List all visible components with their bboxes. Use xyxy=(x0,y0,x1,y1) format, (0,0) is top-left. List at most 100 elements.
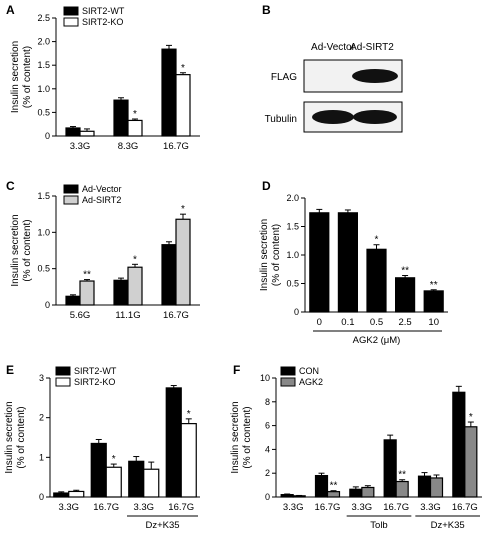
row-label-flag: FLAG xyxy=(271,72,297,83)
chart-e: 0 1 2 3 Insulin secretion(% of content) 3.3G *… xyxy=(4,366,200,531)
x-tick-label: 16.7G xyxy=(452,502,478,513)
y-axis-label-line: Insulin secretion xyxy=(259,219,270,291)
legend-swatch xyxy=(63,17,79,27)
row-label-tubulin: Tubulin xyxy=(265,114,297,125)
panel-letter-d: D xyxy=(262,179,271,193)
y-axis-label-line: (% of content) xyxy=(22,219,33,281)
y-tick-label: 4 xyxy=(265,444,270,454)
bar-e-sirt2-ko-2 xyxy=(143,468,160,498)
bar-c-ad-vector-0 xyxy=(65,295,81,306)
bar-a-sirt2-wt-2 xyxy=(161,48,177,137)
western-blot: Ad-Vector Ad-SIRT2 FLAG Tubulin xyxy=(265,42,403,133)
x-tick-label: 16.7G xyxy=(383,502,409,513)
y-tick-label: 0 xyxy=(45,131,50,141)
y-axis-label-line: (% of content) xyxy=(16,406,27,468)
y-axis-label-line: Insulin secretion xyxy=(4,401,15,473)
y-axis-label-line: (% of content) xyxy=(22,46,33,108)
bar-f-agk2-4 xyxy=(429,477,444,498)
bar-f-agk2-2 xyxy=(361,486,375,498)
bar-c-ad-sirt2-2 xyxy=(175,218,191,306)
bar-a-sirt2-wt-0 xyxy=(65,127,81,137)
y-tick-label: 1.5 xyxy=(286,222,299,232)
bar-d-value-4 xyxy=(423,290,444,313)
y-axis-label: Insulin secretion(% of content) xyxy=(10,214,33,286)
x-tick-label: 8.3G xyxy=(118,141,139,152)
band-tubulin-ad-sirt2 xyxy=(353,110,397,124)
bar-e-sirt2-wt-2 xyxy=(128,460,145,498)
x-tick-label: 16.7G xyxy=(163,310,189,321)
y-axis-label: Insulin secretion(% of content) xyxy=(10,41,33,113)
significance-mark: * xyxy=(133,254,137,265)
y-tick-label: 0 xyxy=(265,492,270,502)
significance-mark: ** xyxy=(430,280,438,291)
x-tick-label: 3.3G xyxy=(420,502,441,513)
chart-a: 0 0.5 1.0 1.5 2.0 2.5 Insulin secretion(% of c… xyxy=(10,6,200,152)
y-tick-label: 6 xyxy=(265,421,270,431)
bar-d-value-0 xyxy=(309,212,330,313)
x-tick-label: 16.7G xyxy=(93,502,119,513)
group-label: Dz+K35 xyxy=(431,520,465,531)
y-axis-label-line: (% of content) xyxy=(271,224,282,286)
x-tick-label: 16.7G xyxy=(315,502,341,513)
y-axis-label-line: Insulin secretion xyxy=(10,41,21,113)
bar-d-value-1 xyxy=(337,212,358,313)
panel-letter-c: C xyxy=(6,179,15,193)
bar-a-sirt2-wt-1 xyxy=(113,99,129,137)
legend-swatch xyxy=(63,6,79,16)
significance-mark: * xyxy=(112,454,116,465)
y-tick-label: 2.0 xyxy=(286,193,299,203)
bar-e-sirt2-wt-1 xyxy=(90,442,107,498)
x-tick-label: 0.5 xyxy=(370,317,383,328)
y-tick-label: 2 xyxy=(265,468,270,478)
bar-d-value-2 xyxy=(366,248,387,313)
y-axis-label-line: Insulin secretion xyxy=(230,401,241,473)
x-tick-label: 16.7G xyxy=(168,502,194,513)
x-tick-label: 3.3G xyxy=(58,502,79,513)
y-tick-label: 1.0 xyxy=(37,84,50,94)
group-label: Tolb xyxy=(370,520,387,531)
x-tick-label: 3.3G xyxy=(70,141,91,152)
chart-c: 0 0.5 1.0 1.5 Insulin secretion(% of content… xyxy=(10,184,200,321)
bar-f-agk2-0 xyxy=(292,495,306,498)
bar-e-sirt2-ko-3 xyxy=(180,423,197,498)
x-tick-label: 0 xyxy=(317,317,322,328)
significance-mark: * xyxy=(181,63,185,74)
bar-c-ad-vector-2 xyxy=(161,244,177,306)
bar-f-con-2 xyxy=(349,488,363,498)
y-tick-label: 1.5 xyxy=(37,60,50,70)
y-tick-label: 1.0 xyxy=(286,250,299,260)
bar-d-value-3 xyxy=(395,277,416,313)
x-tick-label: 5.6G xyxy=(70,310,91,321)
panel-letter-f: F xyxy=(233,363,240,377)
bar-a-sirt2-ko-0 xyxy=(79,130,95,137)
bar-c-ad-sirt2-1 xyxy=(127,266,143,306)
bar-f-con-5 xyxy=(452,391,466,498)
y-tick-label: 10 xyxy=(260,373,270,383)
y-tick-label: 2.5 xyxy=(37,13,50,23)
bar-e-sirt2-ko-0 xyxy=(68,490,85,498)
bar-c-ad-vector-1 xyxy=(113,279,129,306)
y-tick-label: 0.5 xyxy=(37,264,50,274)
bar-f-con-4 xyxy=(417,475,432,498)
x-tick-label: 16.7G xyxy=(163,141,189,152)
band-tubulin-ad-vector xyxy=(312,110,354,124)
y-tick-label: 0 xyxy=(45,300,50,310)
significance-mark: ** xyxy=(401,266,409,277)
y-tick-label: 1.0 xyxy=(37,227,50,237)
panel-letter-a: A xyxy=(6,3,15,17)
legend-label: SIRT2-KO xyxy=(74,377,115,387)
legend-label: Ad-SIRT2 xyxy=(82,195,121,205)
chart-f: 0 2 4 6 8 10 Insulin secretion(% of content) 3.… xyxy=(230,366,482,531)
y-tick-label: 8 xyxy=(265,397,270,407)
x-tick-label: 3.3G xyxy=(133,502,154,513)
lane-label-ad-vector: Ad-Vector xyxy=(311,42,356,53)
x-tick-label: 10 xyxy=(428,317,439,328)
significance-mark: ** xyxy=(398,470,406,481)
legend-label: SIRT2-KO xyxy=(82,17,123,27)
bar-f-agk2-5 xyxy=(464,426,478,498)
y-tick-label: 1 xyxy=(39,452,44,462)
y-tick-label: 0 xyxy=(39,492,44,502)
significance-mark: * xyxy=(187,409,191,420)
legend-label: SIRT2-WT xyxy=(82,6,125,16)
